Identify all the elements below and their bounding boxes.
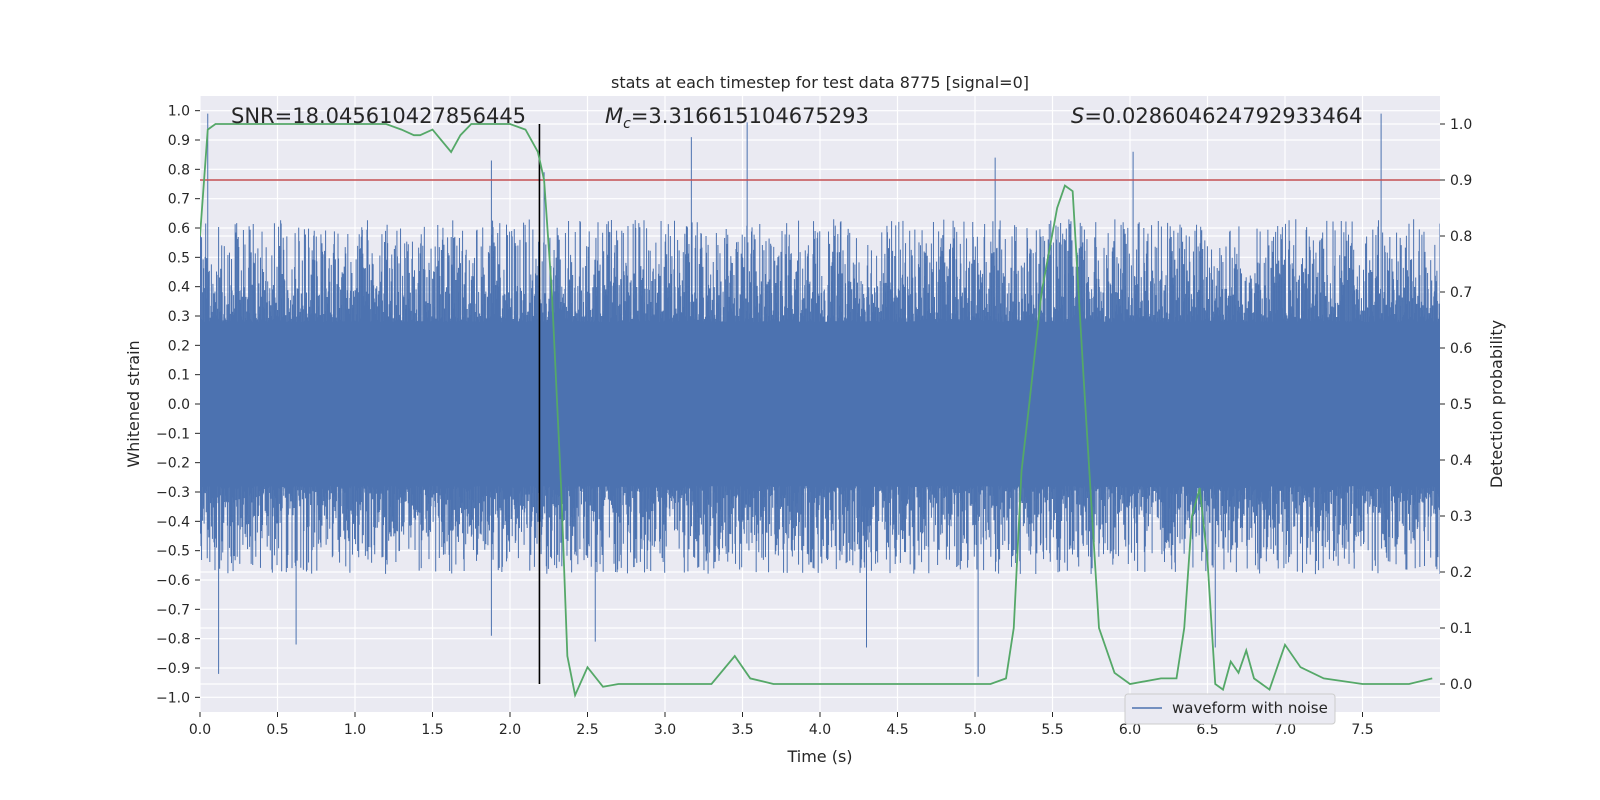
- y2-tick-label: 0.8: [1450, 229, 1472, 245]
- x-tick-label: 5.0: [964, 722, 986, 738]
- y-tick-label: −0.7: [156, 602, 190, 618]
- y2-tick-label: 0.7: [1450, 285, 1472, 301]
- waveform-series: [200, 113, 1440, 677]
- y2-axis-label: Detection probability: [1487, 320, 1506, 488]
- y2-tick-label: 0.5: [1450, 397, 1472, 413]
- x-tick-label: 6.5: [1196, 722, 1218, 738]
- s-value: =0.028604624792933464: [1084, 104, 1362, 128]
- y2-tick-label: 1.0: [1450, 117, 1472, 133]
- y-tick-label: 0.1: [168, 368, 190, 384]
- y-tick-label: −0.1: [156, 426, 190, 442]
- y-tick-label: −0.8: [156, 632, 190, 648]
- y-tick-label: 0.2: [168, 338, 190, 354]
- x-tick-label: 2.5: [576, 722, 598, 738]
- x-tick-label: 3.5: [731, 722, 753, 738]
- x-tick-label: 4.0: [809, 722, 831, 738]
- legend: waveform with noise: [1124, 693, 1336, 725]
- x-tick-label: 3.0: [654, 722, 676, 738]
- y-tick-label: 0.9: [168, 133, 190, 149]
- mc-symbol: M: [605, 104, 623, 128]
- x-tick-label: 5.5: [1041, 722, 1063, 738]
- s-symbol: S: [1071, 104, 1084, 128]
- mc-value: =3.316615104675293: [631, 104, 869, 128]
- x-axis-ticks: 0.0 0.5 1.0 1.5 2.0 2.5 3.0 3.5 4.0 4.5 5.0 5.5 6.0 6…: [189, 712, 1374, 738]
- probability-series: [200, 123, 1433, 699]
- y-tick-label: 0.3: [168, 309, 190, 325]
- y-tick-label: −0.9: [156, 661, 190, 677]
- y-tick-label: 0.4: [168, 280, 190, 296]
- y-tick-label: −0.3: [156, 485, 190, 501]
- x-tick-label: 7.0: [1274, 722, 1296, 738]
- y2-tick-label: 0.0: [1450, 677, 1472, 693]
- x-tick-label: 1.0: [344, 722, 366, 738]
- y-tick-label: 1.0: [168, 104, 190, 120]
- y2-tick-label: 0.4: [1450, 453, 1472, 469]
- y2-tick-label: 0.9: [1450, 173, 1472, 189]
- x-tick-label: 0.0: [189, 722, 211, 738]
- y2-tick-label: 0.2: [1450, 565, 1472, 581]
- plot-area: [200, 113, 1440, 699]
- y-axis-ticks: −1.0 −0.9 −0.8 −0.7 −0.6 −0.5 −0.4 −0.3 −0.2 −0.1…: [156, 104, 200, 706]
- snr-annotation: SNR=18.045610427856445: [231, 104, 526, 128]
- legend-box: [1124, 693, 1336, 725]
- x-tick-label: 0.5: [266, 722, 288, 738]
- legend-label: waveform with noise: [1172, 699, 1328, 717]
- y-tick-label: −1.0: [156, 690, 190, 706]
- y-tick-label: 0.7: [168, 192, 190, 208]
- x-tick-label: 6.0: [1119, 722, 1141, 738]
- y-tick-label: −0.5: [156, 544, 190, 560]
- x-tick-label: 1.5: [421, 722, 443, 738]
- mc-annotation: Mc=3.316615104675293: [605, 104, 869, 132]
- x-tick-label: 2.0: [499, 722, 521, 738]
- y-tick-label: 0.6: [168, 221, 190, 237]
- y2-axis-ticks: 0.0 0.1 0.2 0.3 0.4 0.5 0.6 0.7 0.8 0.9 1.0: [1440, 117, 1472, 693]
- x-axis-label: Time (s): [786, 747, 852, 766]
- s-annotation: S=0.028604624792933464: [1071, 104, 1362, 128]
- y2-tick-label: 0.3: [1450, 509, 1472, 525]
- y-tick-label: 0.5: [168, 250, 190, 266]
- y-axis-label: Whitened strain: [124, 340, 143, 467]
- y-tick-label: 0.8: [168, 162, 190, 178]
- chart-title: stats at each timestep for test data 877…: [611, 73, 1029, 92]
- y2-tick-label: 0.1: [1450, 621, 1472, 637]
- y-tick-label: −0.6: [156, 573, 190, 589]
- y-tick-label: −0.2: [156, 456, 190, 472]
- y2-tick-label: 0.6: [1450, 341, 1472, 357]
- y-tick-label: −0.4: [156, 514, 190, 530]
- y-tick-label: 0.0: [168, 397, 190, 413]
- x-tick-label: 4.5: [886, 722, 908, 738]
- mc-subscript: c: [623, 116, 631, 132]
- x-tick-label: 7.5: [1351, 722, 1373, 738]
